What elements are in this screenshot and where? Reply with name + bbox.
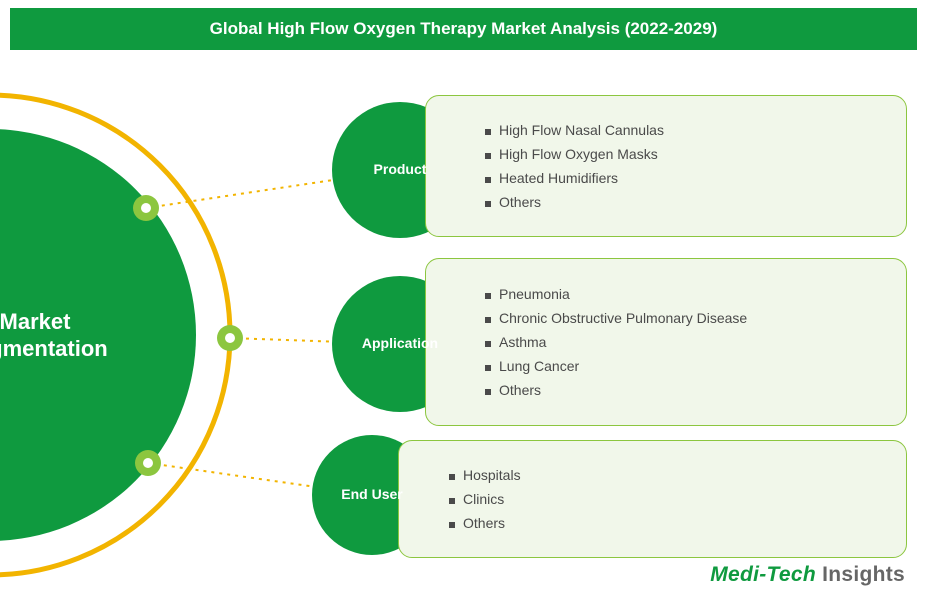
list-item: Others (485, 194, 888, 210)
panel-application: Pneumonia Chronic Obstructive Pulmonary D… (425, 258, 907, 426)
list-item: Others (485, 382, 888, 398)
title-text: Global High Flow Oxygen Therapy Market A… (210, 19, 718, 39)
brand-part1: Medi-Tech (710, 563, 822, 586)
category-circle-enduser: End User (312, 435, 432, 555)
brand-logo: Medi-Tech Insights (710, 563, 905, 587)
list-item: Pneumonia (485, 286, 888, 302)
hub-circle: Market Segmentation (0, 129, 196, 541)
brand-part2: Insights (822, 563, 905, 586)
list-item: Heated Humidifiers (485, 170, 888, 186)
list-item: Chronic Obstructive Pulmonary Disease (485, 310, 888, 326)
list-item: High Flow Nasal Cannulas (485, 122, 888, 138)
category-circle-product: Product (332, 102, 468, 238)
panel-product: High Flow Nasal Cannulas High Flow Oxygen… (425, 95, 907, 237)
title-bar: Global High Flow Oxygen Therapy Market A… (10, 8, 917, 50)
list-application: Pneumonia Chronic Obstructive Pulmonary D… (426, 259, 906, 425)
list-item: High Flow Oxygen Masks (485, 146, 888, 162)
list-item: Asthma (485, 334, 888, 350)
list-product: High Flow Nasal Cannulas High Flow Oxygen… (426, 96, 906, 236)
panel-enduser: Hospitals Clinics Others (398, 440, 907, 558)
list-item: Hospitals (449, 467, 888, 483)
list-item: Others (449, 515, 888, 531)
list-item: Lung Cancer (485, 358, 888, 374)
hub-label: Market Segmentation (0, 308, 108, 363)
list-item: Clinics (449, 491, 888, 507)
category-circle-application: Application (332, 276, 468, 412)
list-enduser: Hospitals Clinics Others (399, 441, 906, 557)
